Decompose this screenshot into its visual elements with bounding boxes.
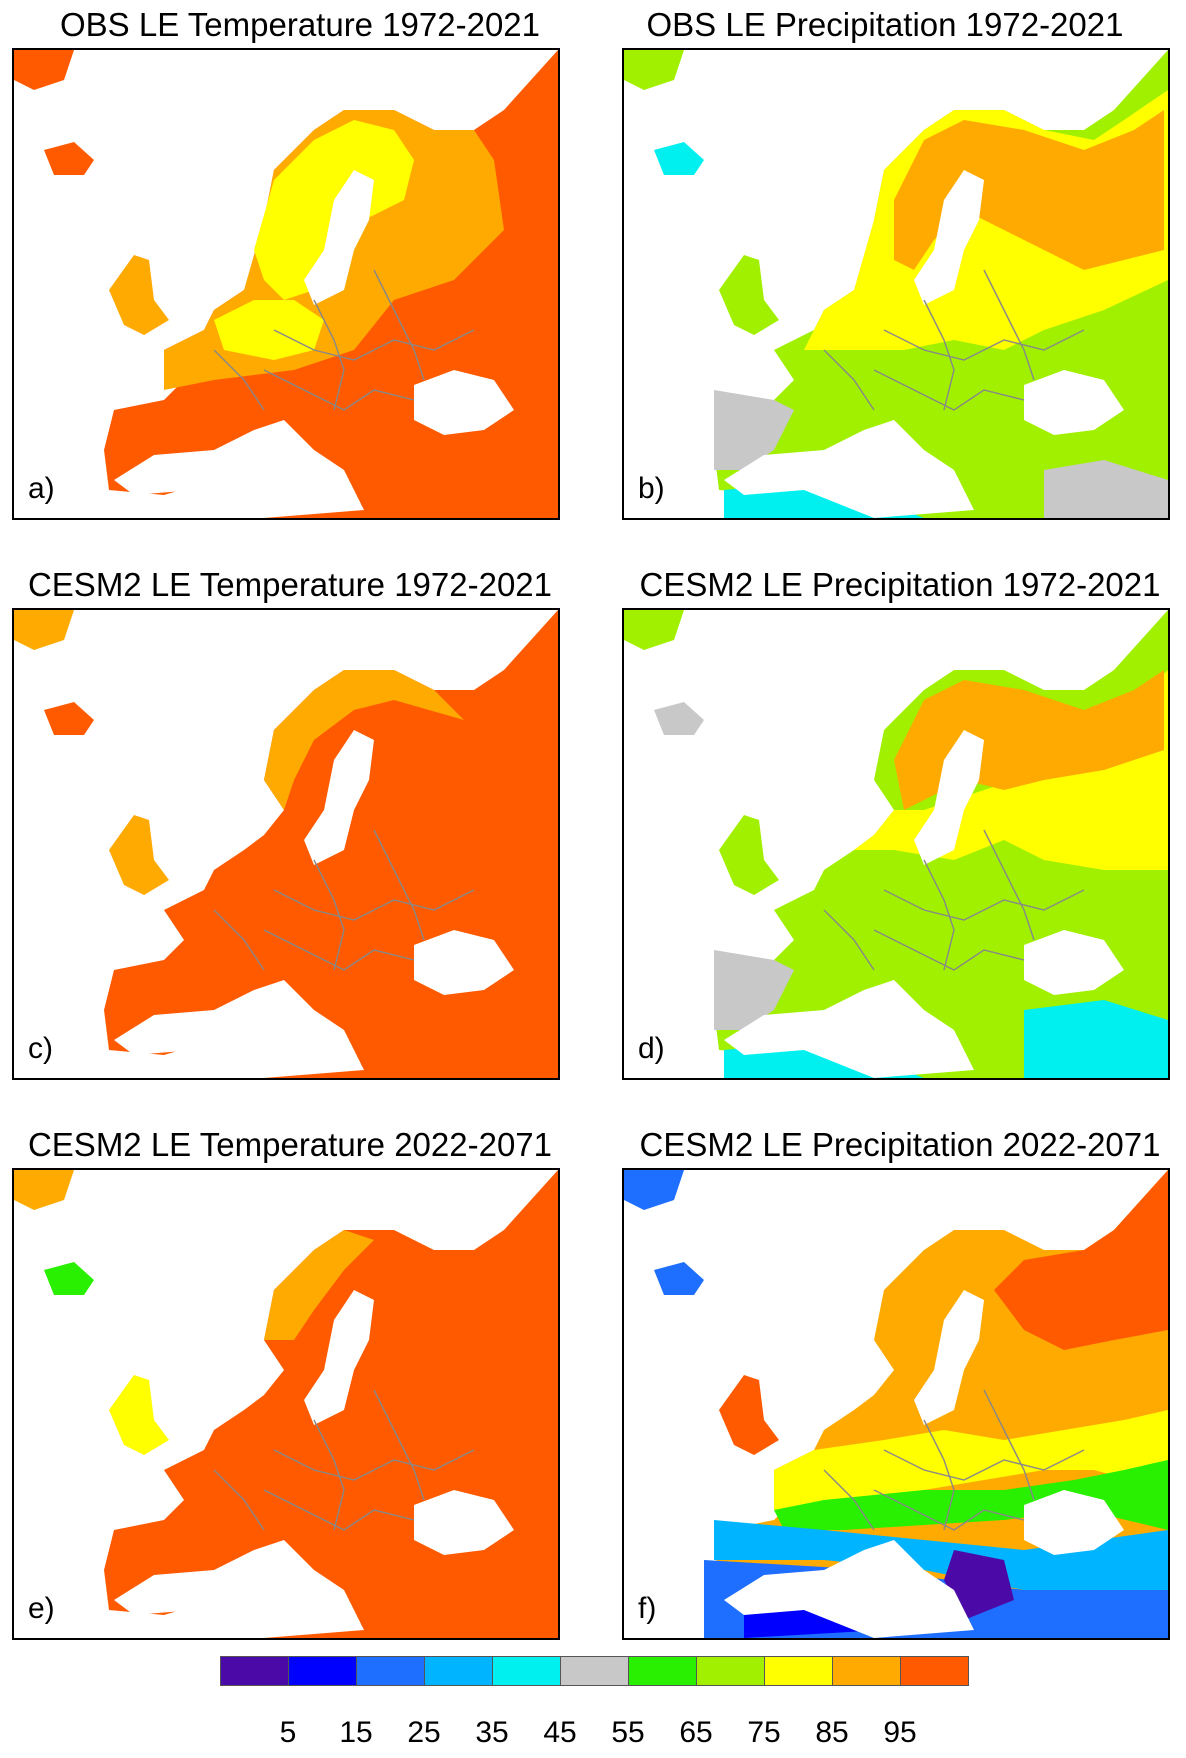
- panel-label-f: f): [638, 1592, 657, 1625]
- panel-label-c: c): [28, 1032, 53, 1065]
- precipitation-map-f: [624, 1170, 1168, 1638]
- map-panel-b: b): [622, 48, 1170, 520]
- map-panel-c: c): [12, 608, 560, 1080]
- precipitation-map-d: [624, 610, 1168, 1078]
- colorbar-cell: [288, 1656, 357, 1686]
- colorbar-cell: [424, 1656, 493, 1686]
- panel-title-a: OBS LE Temperature 1972-2021: [59, 6, 541, 43]
- panel-title-e: CESM2 LE Temperature 2022-2071: [27, 1126, 553, 1163]
- panel-label-b: b): [638, 472, 665, 505]
- colorbar-tick-label: 75: [747, 1716, 781, 1749]
- colorbar-tick-label: 25: [407, 1716, 441, 1749]
- map-panel-a: a): [12, 48, 560, 520]
- temperature-map-a: [14, 50, 558, 518]
- temperature-map-e: [14, 1170, 558, 1638]
- colorbar-cell: [764, 1656, 833, 1686]
- colorbar-tick-label: 35: [475, 1716, 509, 1749]
- colorbar-cell: [900, 1656, 969, 1686]
- map-panel-e: e): [12, 1168, 560, 1640]
- panel-title-f: CESM2 LE Precipitation 2022-2071: [639, 1126, 1161, 1163]
- colorbar: [220, 1656, 969, 1688]
- colorbar-cell: [832, 1656, 901, 1686]
- panel-label-e: e): [28, 1592, 55, 1625]
- panel-title-c: CESM2 LE Temperature 1972-2021: [27, 566, 553, 603]
- colorbar-cell: [220, 1656, 289, 1686]
- colorbar-cell: [356, 1656, 425, 1686]
- colorbar-tick-label: 95: [883, 1716, 917, 1749]
- colorbar-cell: [492, 1656, 561, 1686]
- colorbar-cell: [628, 1656, 697, 1686]
- panel-title-d: CESM2 LE Precipitation 1972-2021: [639, 566, 1161, 603]
- colorbar-tick-label: 55: [611, 1716, 645, 1749]
- colorbar-cell: [696, 1656, 765, 1686]
- colorbar-tick-label: 45: [543, 1716, 577, 1749]
- precipitation-map-b: [624, 50, 1168, 518]
- colorbar-tick-label: 5: [279, 1716, 297, 1749]
- colorbar-tick-label: 65: [679, 1716, 713, 1749]
- panel-title-b: OBS LE Precipitation 1972-2021: [646, 6, 1124, 43]
- panel-label-d: d): [638, 1032, 665, 1065]
- colorbar-cell: [560, 1656, 629, 1686]
- temperature-map-c: [14, 610, 558, 1078]
- map-panel-f: f): [622, 1168, 1170, 1640]
- panel-label-a: a): [28, 472, 55, 505]
- map-panel-d: d): [622, 608, 1170, 1080]
- colorbar-tick-label: 85: [815, 1716, 849, 1749]
- colorbar-tick-label: 15: [339, 1716, 373, 1749]
